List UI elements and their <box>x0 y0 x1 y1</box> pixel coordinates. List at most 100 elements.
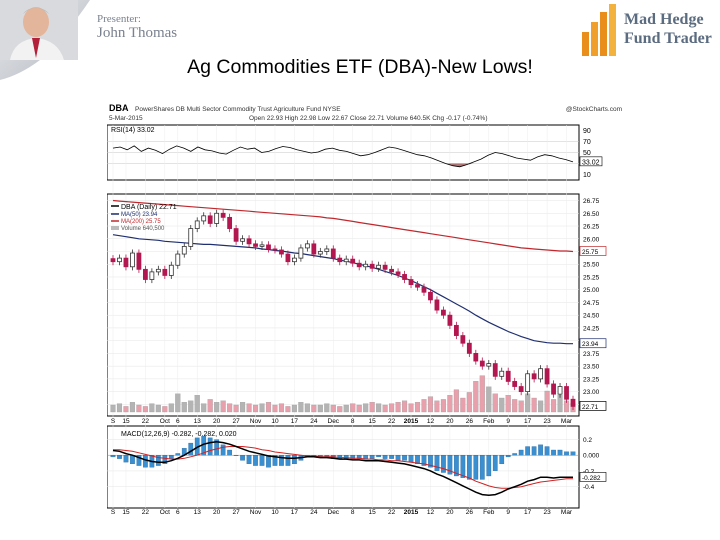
candle-body <box>136 252 142 270</box>
volume-bar <box>421 399 427 413</box>
candle-body <box>214 212 220 224</box>
macd-histogram-bar <box>175 453 181 456</box>
candle-body <box>486 363 492 367</box>
macd-tick-label: -0.4 <box>583 484 595 491</box>
rsi-last-box <box>579 156 603 167</box>
candle-body <box>279 249 284 255</box>
volume-bar <box>479 375 485 413</box>
volume-bar <box>414 402 421 413</box>
macd-histogram-bar <box>156 455 161 466</box>
x-tick-label-bottom: 22 <box>142 509 150 515</box>
volume-bar <box>363 403 369 413</box>
candle-body <box>298 247 304 259</box>
volume-bar <box>168 403 174 413</box>
candle-body <box>317 251 323 255</box>
stock-chart: DBA PowerShares DB Multi Sector Commodit… <box>95 100 627 516</box>
candle-body <box>447 314 453 326</box>
macd-histogram-bar <box>570 451 576 456</box>
candle-body <box>162 268 168 276</box>
macd-histogram-bar <box>525 446 530 456</box>
volume-bar <box>324 403 330 413</box>
price-tick-label: 24.50 <box>583 313 600 320</box>
candle-body <box>434 299 440 311</box>
macd-line <box>112 441 573 497</box>
candle-body <box>207 215 213 224</box>
volume-bar <box>149 403 155 413</box>
x-tick-label-top: 12 <box>427 418 435 425</box>
macd-histogram-bar <box>272 455 278 466</box>
x-tick-label-top: 20 <box>446 418 454 425</box>
x-tick-label-top: 15 <box>122 418 130 425</box>
macd-histogram-bar <box>266 455 271 468</box>
macd-histogram-bar <box>395 455 401 461</box>
candle-body <box>201 215 207 222</box>
volume-bar <box>259 403 265 413</box>
macd-histogram-bar <box>376 455 381 458</box>
candle-body <box>557 386 563 395</box>
volume-bar <box>220 400 226 413</box>
presenter-photo <box>0 0 78 60</box>
x-tick-label-top: 10 <box>271 418 279 425</box>
price-panel-frame <box>106 193 580 417</box>
x-tick-label-bottom: Mar <box>561 509 573 515</box>
candle-body <box>330 248 336 259</box>
chart-fund-name: PowerShares DB Multi Sector Commodity Tr… <box>135 106 341 113</box>
candle-body <box>188 228 194 247</box>
candle-body <box>479 360 485 367</box>
volume-bar <box>304 403 310 413</box>
x-tick-label-bottom: 20 <box>446 509 454 515</box>
candle-body <box>155 268 161 273</box>
volume-bar <box>337 406 343 413</box>
macd-histogram-bar <box>408 455 414 463</box>
presenter-block: Presenter: John Thomas <box>97 14 177 41</box>
macd-histogram-bar <box>117 455 122 459</box>
volume-bar <box>382 404 388 413</box>
volume-bar <box>466 392 472 413</box>
macd-label: MACD(12,26,9) -0.282, -0.282, 0.020 <box>121 431 237 438</box>
volume-bar <box>194 395 200 413</box>
volume-bar <box>499 397 505 413</box>
candle-body <box>194 220 200 229</box>
volume-bar <box>142 406 148 413</box>
ma50-last-box <box>579 338 607 349</box>
x-tick-label-bottom: 9 <box>506 509 510 515</box>
macd-histogram-bar <box>240 455 245 461</box>
volume-bar <box>311 404 317 413</box>
volume-bar <box>155 404 161 413</box>
candle-body <box>324 248 330 252</box>
macd-histogram-bar <box>518 449 524 456</box>
volume-bar <box>298 402 304 413</box>
volume-bar <box>188 400 194 413</box>
volume-bar <box>531 397 537 413</box>
x-tick-label-top: 8 <box>351 418 355 425</box>
rsi-oversold-fill <box>113 163 573 167</box>
volume-bar <box>427 396 434 413</box>
x-tick-label-top: 6 <box>176 418 180 425</box>
candle-body <box>525 373 531 393</box>
candle-body <box>531 373 537 380</box>
volume-bar <box>395 402 401 413</box>
ma200-line <box>112 199 574 253</box>
price-tick-label: 24.25 <box>583 325 600 332</box>
candle-body <box>415 284 420 288</box>
macd-histogram-bar <box>479 455 485 480</box>
macd-histogram-bar <box>447 455 453 475</box>
candle-body <box>292 257 297 263</box>
candle-body <box>356 262 362 268</box>
candle-body <box>285 253 291 263</box>
volume-bar <box>162 406 168 413</box>
volume-bar <box>233 404 239 413</box>
macd-histogram-bar <box>292 455 297 465</box>
candle-body <box>492 363 498 377</box>
candle-body <box>110 258 116 263</box>
x-tick-label-top: 17 <box>291 418 299 425</box>
volume-bar <box>252 404 259 413</box>
candle-body <box>246 238 252 245</box>
stock-chart-svg: DBA PowerShares DB Multi Sector Commodit… <box>95 100 627 516</box>
x-tick-label-top: 2015 <box>404 418 419 425</box>
candle-body <box>181 246 187 255</box>
macd-histogram-bar <box>531 446 537 456</box>
price-tick-label: 23.25 <box>583 376 600 383</box>
macd-last-box <box>579 472 607 482</box>
